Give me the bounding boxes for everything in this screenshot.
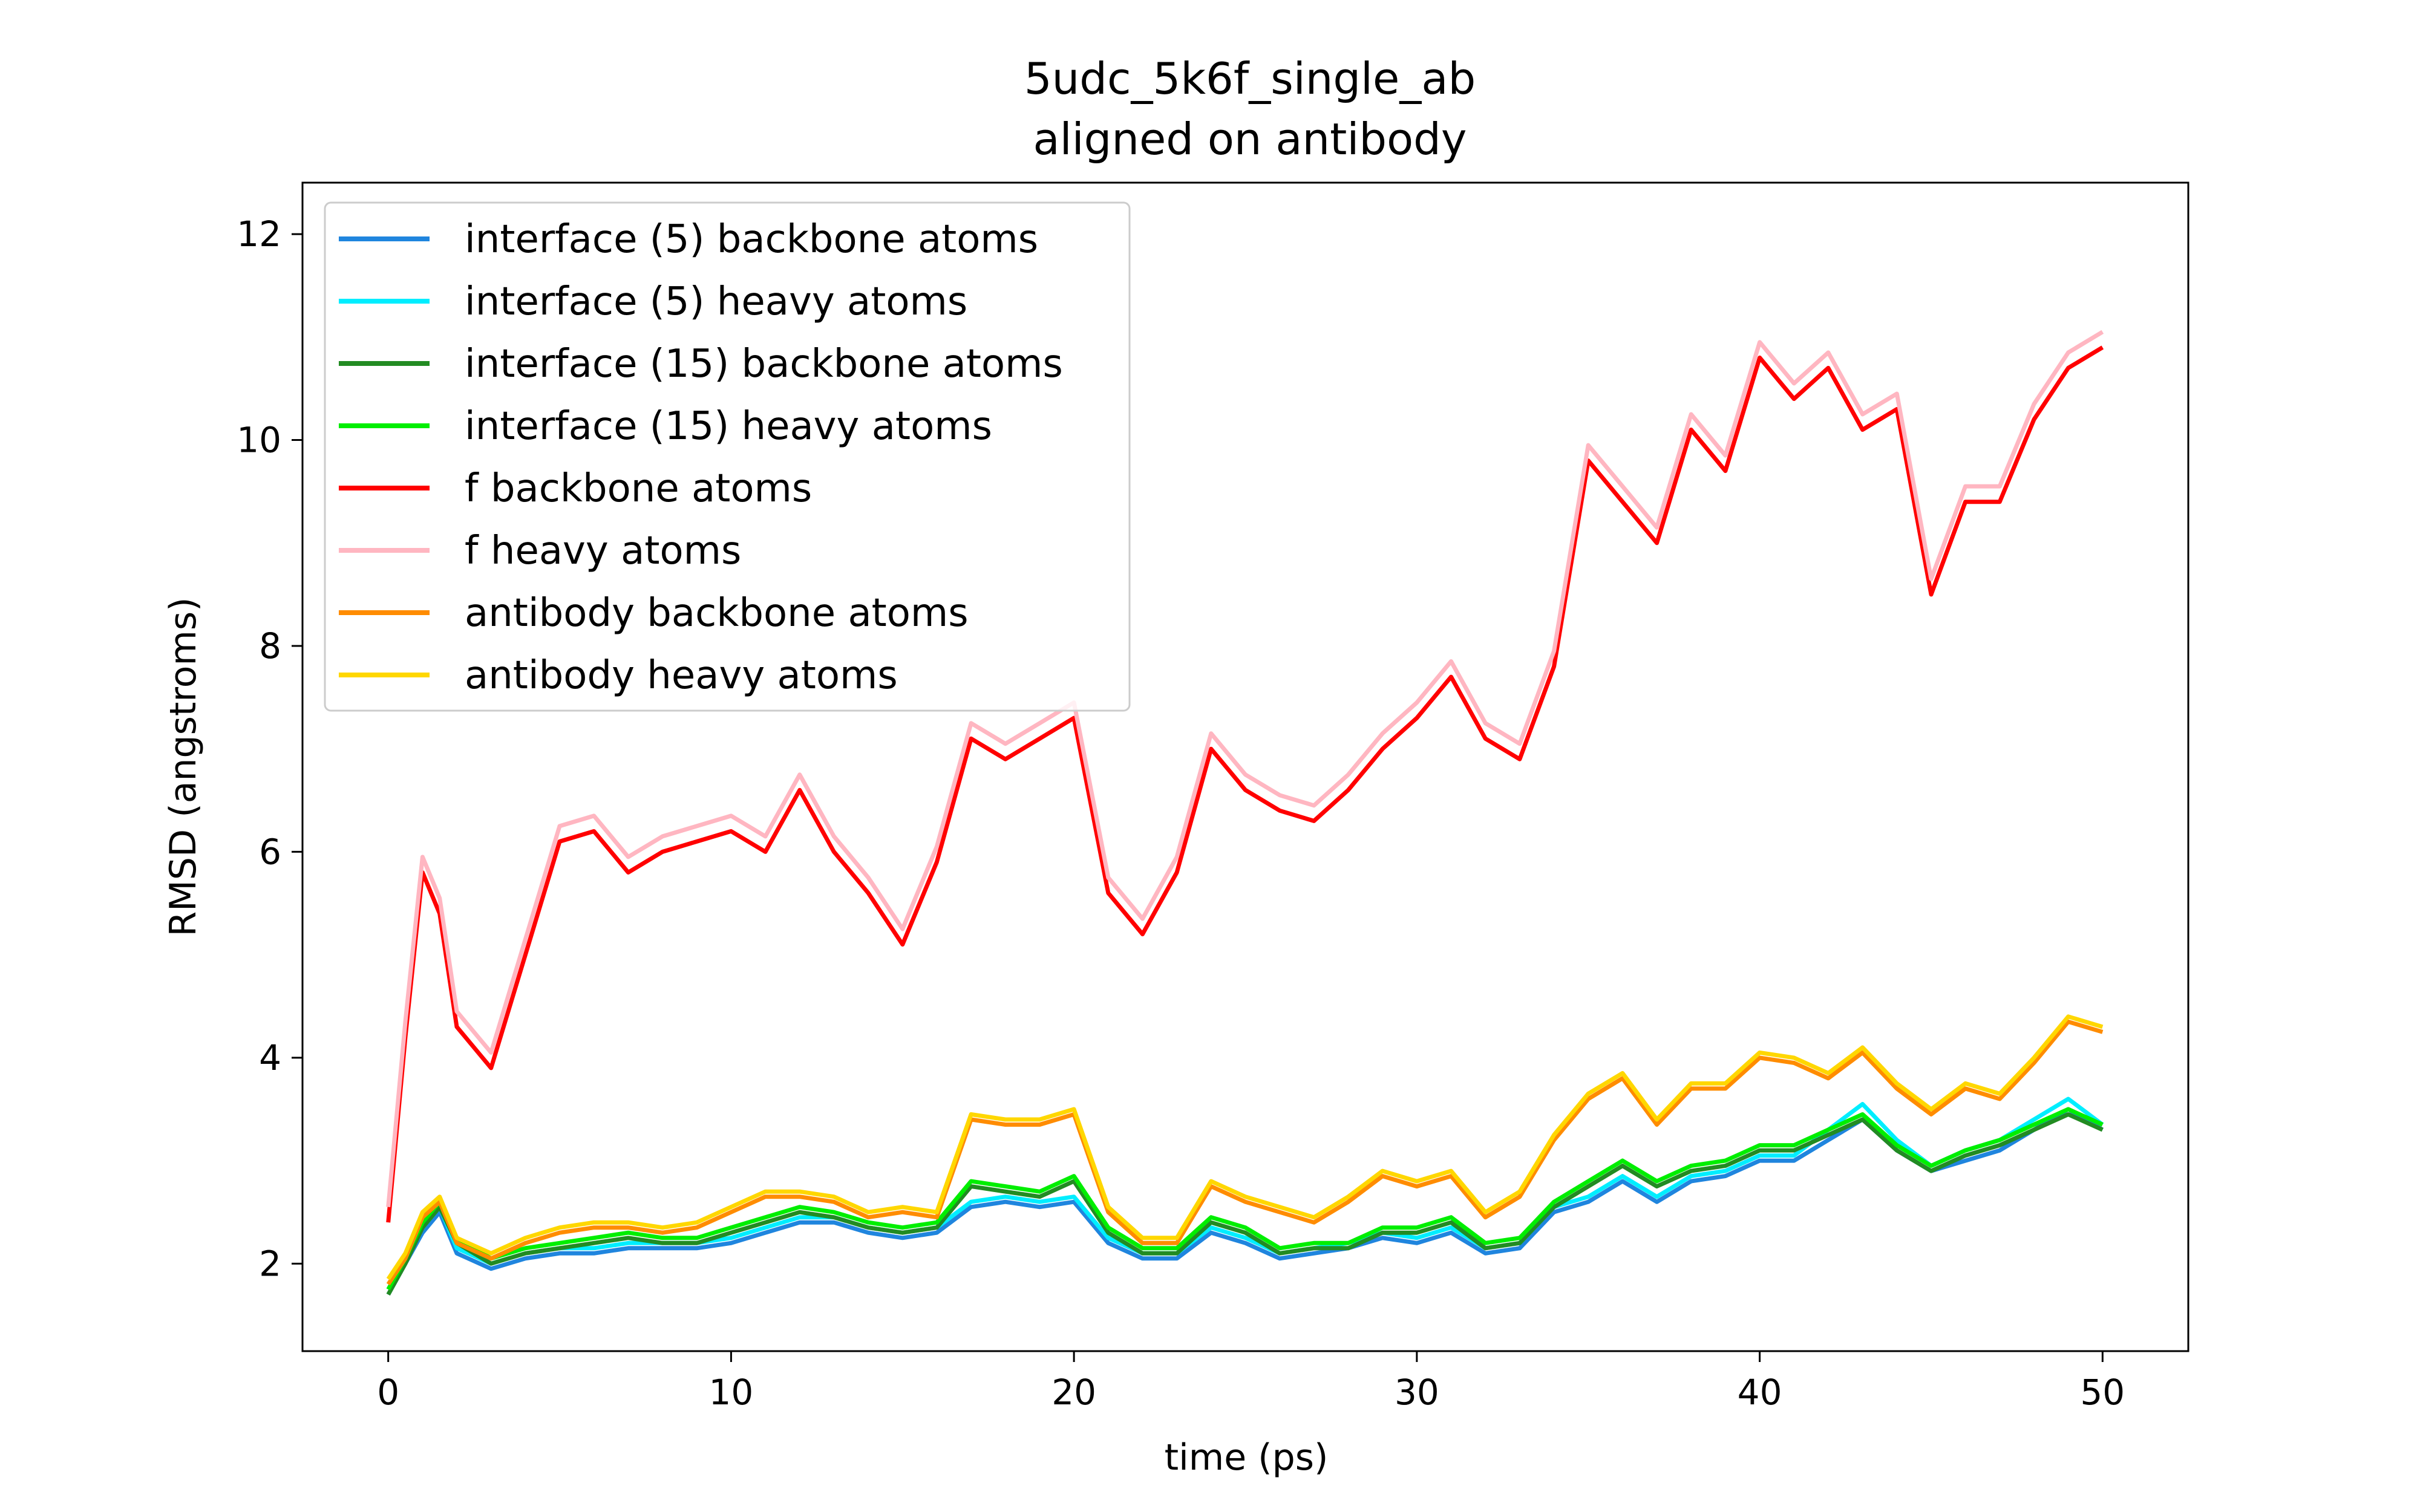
x-tick-label: 50 — [2080, 1372, 2125, 1413]
y-tick-label: 6 — [259, 831, 281, 872]
chart-subtitle: aligned on antibody — [1033, 114, 1467, 165]
x-axis-label: time (ps) — [1165, 1436, 1329, 1479]
legend-label: antibody heavy atoms — [465, 653, 898, 698]
series-line-3 — [386, 1112, 2104, 1296]
y-axis: 2 4 6 8 10 12 — [237, 213, 302, 1284]
legend-label: interface (15) backbone atoms — [465, 342, 1063, 386]
x-tick-label: 0 — [377, 1372, 399, 1413]
legend-label: interface (5) backbone atoms — [465, 217, 1038, 262]
plot-frame — [301, 181, 2189, 1352]
legend-label: interface (5) heavy atoms — [465, 279, 967, 324]
x-axis: 0 10 20 30 40 50 — [377, 1351, 2125, 1413]
legend-label: antibody backbone atoms — [465, 591, 969, 636]
y-tick-label: 2 — [259, 1243, 281, 1284]
legend-box — [324, 201, 1131, 712]
series-line-5 — [386, 345, 2104, 1223]
legend: interface (5) backbone atoms interface (5… — [324, 201, 1131, 712]
chart-title: 5udc_5k6f_single_ab — [1024, 53, 1476, 104]
series-line-7 — [386, 1019, 2104, 1286]
x-tick-label: 10 — [709, 1372, 754, 1413]
y-tick-label: 10 — [237, 420, 281, 461]
y-tick-label: 12 — [237, 213, 281, 255]
legend-label: f backbone atoms — [465, 466, 812, 511]
x-tick-label: 30 — [1395, 1372, 1439, 1413]
legend-label: interface (15) heavy atoms — [465, 404, 992, 449]
legend-label: f heavy atoms — [465, 529, 741, 573]
x-tick-label: 40 — [1738, 1372, 1782, 1413]
series-line-4 — [386, 1107, 2104, 1291]
plot-lines — [386, 330, 2104, 1296]
x-tick-label: 20 — [1051, 1372, 1096, 1413]
y-tick-label: 4 — [259, 1037, 281, 1078]
y-tick-label: 8 — [259, 625, 281, 666]
series-line-6 — [386, 330, 2104, 1208]
series-line-1 — [386, 1107, 2104, 1296]
series-line-8 — [386, 1014, 2104, 1280]
y-axis-label: RMSD (angstroms) — [162, 597, 204, 936]
